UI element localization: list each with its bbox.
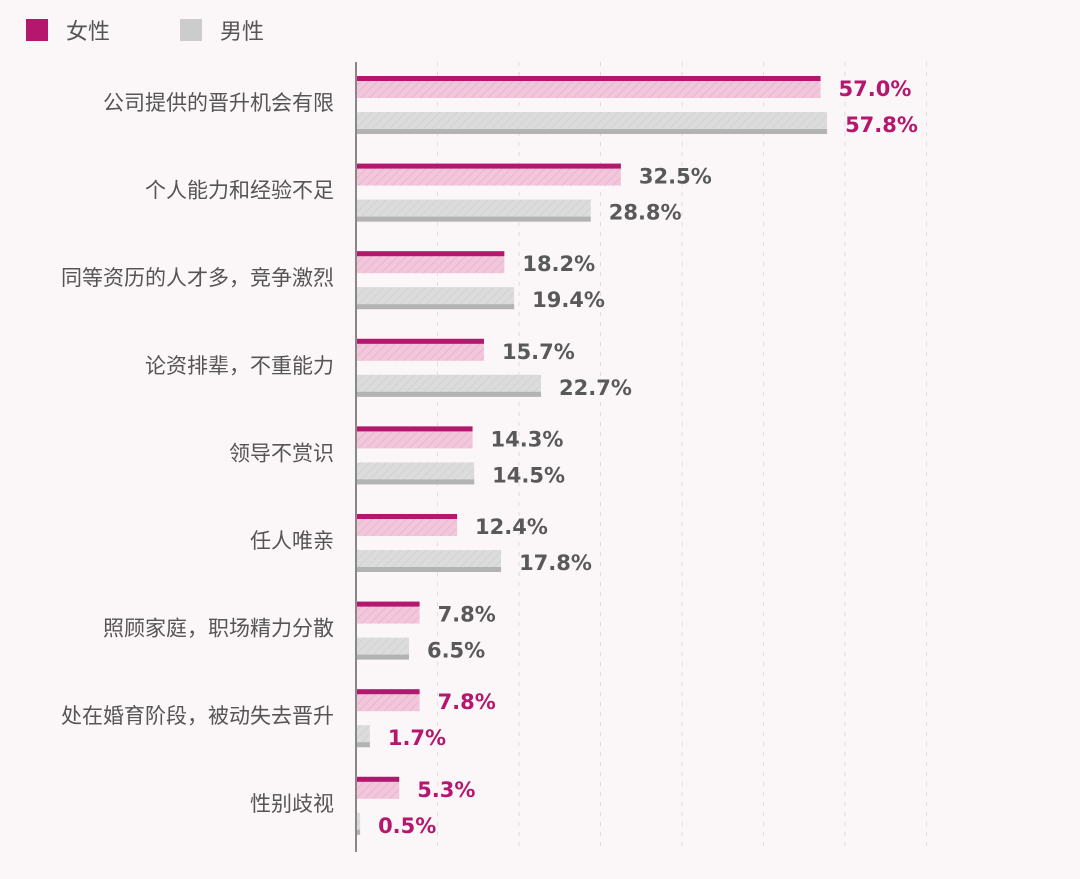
bar-female-accent xyxy=(356,76,821,81)
data-label-female: 18.2% xyxy=(522,252,595,276)
bar-male-accent xyxy=(356,742,370,748)
bar-male xyxy=(356,462,475,485)
legend-label-male: 男性 xyxy=(220,20,265,45)
bar-male-accent xyxy=(356,391,542,397)
data-label-female: 32.5% xyxy=(639,165,712,189)
data-label-male: 19.4% xyxy=(532,288,605,312)
bar-male xyxy=(356,550,502,572)
legend: 女性 男性 xyxy=(26,14,334,46)
category-label: 处在婚育阶段，被动失去晋升 xyxy=(61,704,334,728)
bar-male-accent xyxy=(356,654,409,660)
bar-female xyxy=(356,76,821,98)
bar-male xyxy=(356,812,361,835)
category-label: 性别歧视 xyxy=(250,792,334,816)
bar-male-accent xyxy=(356,304,515,310)
bar-female xyxy=(356,163,621,186)
bar-female xyxy=(356,689,420,712)
bar-male-accent xyxy=(356,567,502,572)
data-label-female: 12.4% xyxy=(475,515,548,539)
category-label: 论资排辈，不重能力 xyxy=(145,354,334,378)
bar-female-accent xyxy=(356,689,420,695)
data-label-female: 57.0% xyxy=(839,77,912,101)
bar-female-accent xyxy=(356,251,505,257)
bar-female-accent xyxy=(356,514,458,519)
legend-swatch-male xyxy=(180,19,203,41)
labels-layer: 公司提供的晋升机会有限 57.0% 57.8% 个人能力和经验不足 32.5% 28.8%… xyxy=(61,77,918,838)
data-label-female: 7.8% xyxy=(438,690,496,714)
bar-male-accent xyxy=(356,479,475,485)
bar-male-accent xyxy=(356,129,828,134)
bar-male xyxy=(356,287,515,310)
data-label-male: 0.5% xyxy=(378,814,436,838)
data-label-female: 15.7% xyxy=(502,340,575,364)
grid-layer xyxy=(437,62,927,852)
bar-male xyxy=(356,112,828,134)
data-label-female: 14.3% xyxy=(491,427,564,451)
data-label-male: 28.8% xyxy=(609,201,682,225)
category-label: 领导不赏识 xyxy=(229,441,334,465)
data-label-male: 14.5% xyxy=(492,463,565,487)
category-label: 公司提供的晋升机会有限 xyxy=(103,91,334,115)
legend-label-female: 女性 xyxy=(66,20,111,45)
category-label: 照顾家庭，职场精力分散 xyxy=(103,617,334,641)
data-label-male: 17.8% xyxy=(519,551,592,575)
bar-male xyxy=(356,199,591,222)
category-label: 个人能力和经验不足 xyxy=(145,179,334,203)
bar-female-accent xyxy=(356,776,400,782)
data-label-male: 6.5% xyxy=(427,639,485,663)
legend-item-male: 男性 xyxy=(180,14,264,46)
data-label-female: 7.8% xyxy=(438,603,496,627)
bar-female-accent xyxy=(356,426,473,432)
bars-layer xyxy=(356,76,828,835)
data-label-male: 22.7% xyxy=(559,376,632,400)
bar-female xyxy=(356,601,420,624)
bar-male-accent xyxy=(356,216,591,222)
legend-item-female: 女性 xyxy=(26,14,110,46)
data-label-female: 5.3% xyxy=(417,778,475,802)
bar-male xyxy=(356,374,542,397)
data-label-male: 1.7% xyxy=(388,726,446,750)
bar-female-accent xyxy=(356,163,621,169)
category-label: 任人唯亲 xyxy=(250,529,334,553)
data-label-male: 57.8% xyxy=(845,113,918,137)
bar-female xyxy=(356,251,505,274)
bar-male xyxy=(356,637,409,660)
bar-female xyxy=(356,426,473,449)
bar-female xyxy=(356,338,484,361)
bar-female-accent xyxy=(356,601,420,607)
bar-male xyxy=(356,725,370,748)
bar-male-accent xyxy=(356,829,361,835)
category-label: 同等资历的人才多，竞争激烈 xyxy=(61,266,334,290)
bar-female xyxy=(356,514,458,536)
bar-female xyxy=(356,776,400,799)
bar-female-accent xyxy=(356,338,484,344)
legend-swatch-female xyxy=(26,19,48,41)
